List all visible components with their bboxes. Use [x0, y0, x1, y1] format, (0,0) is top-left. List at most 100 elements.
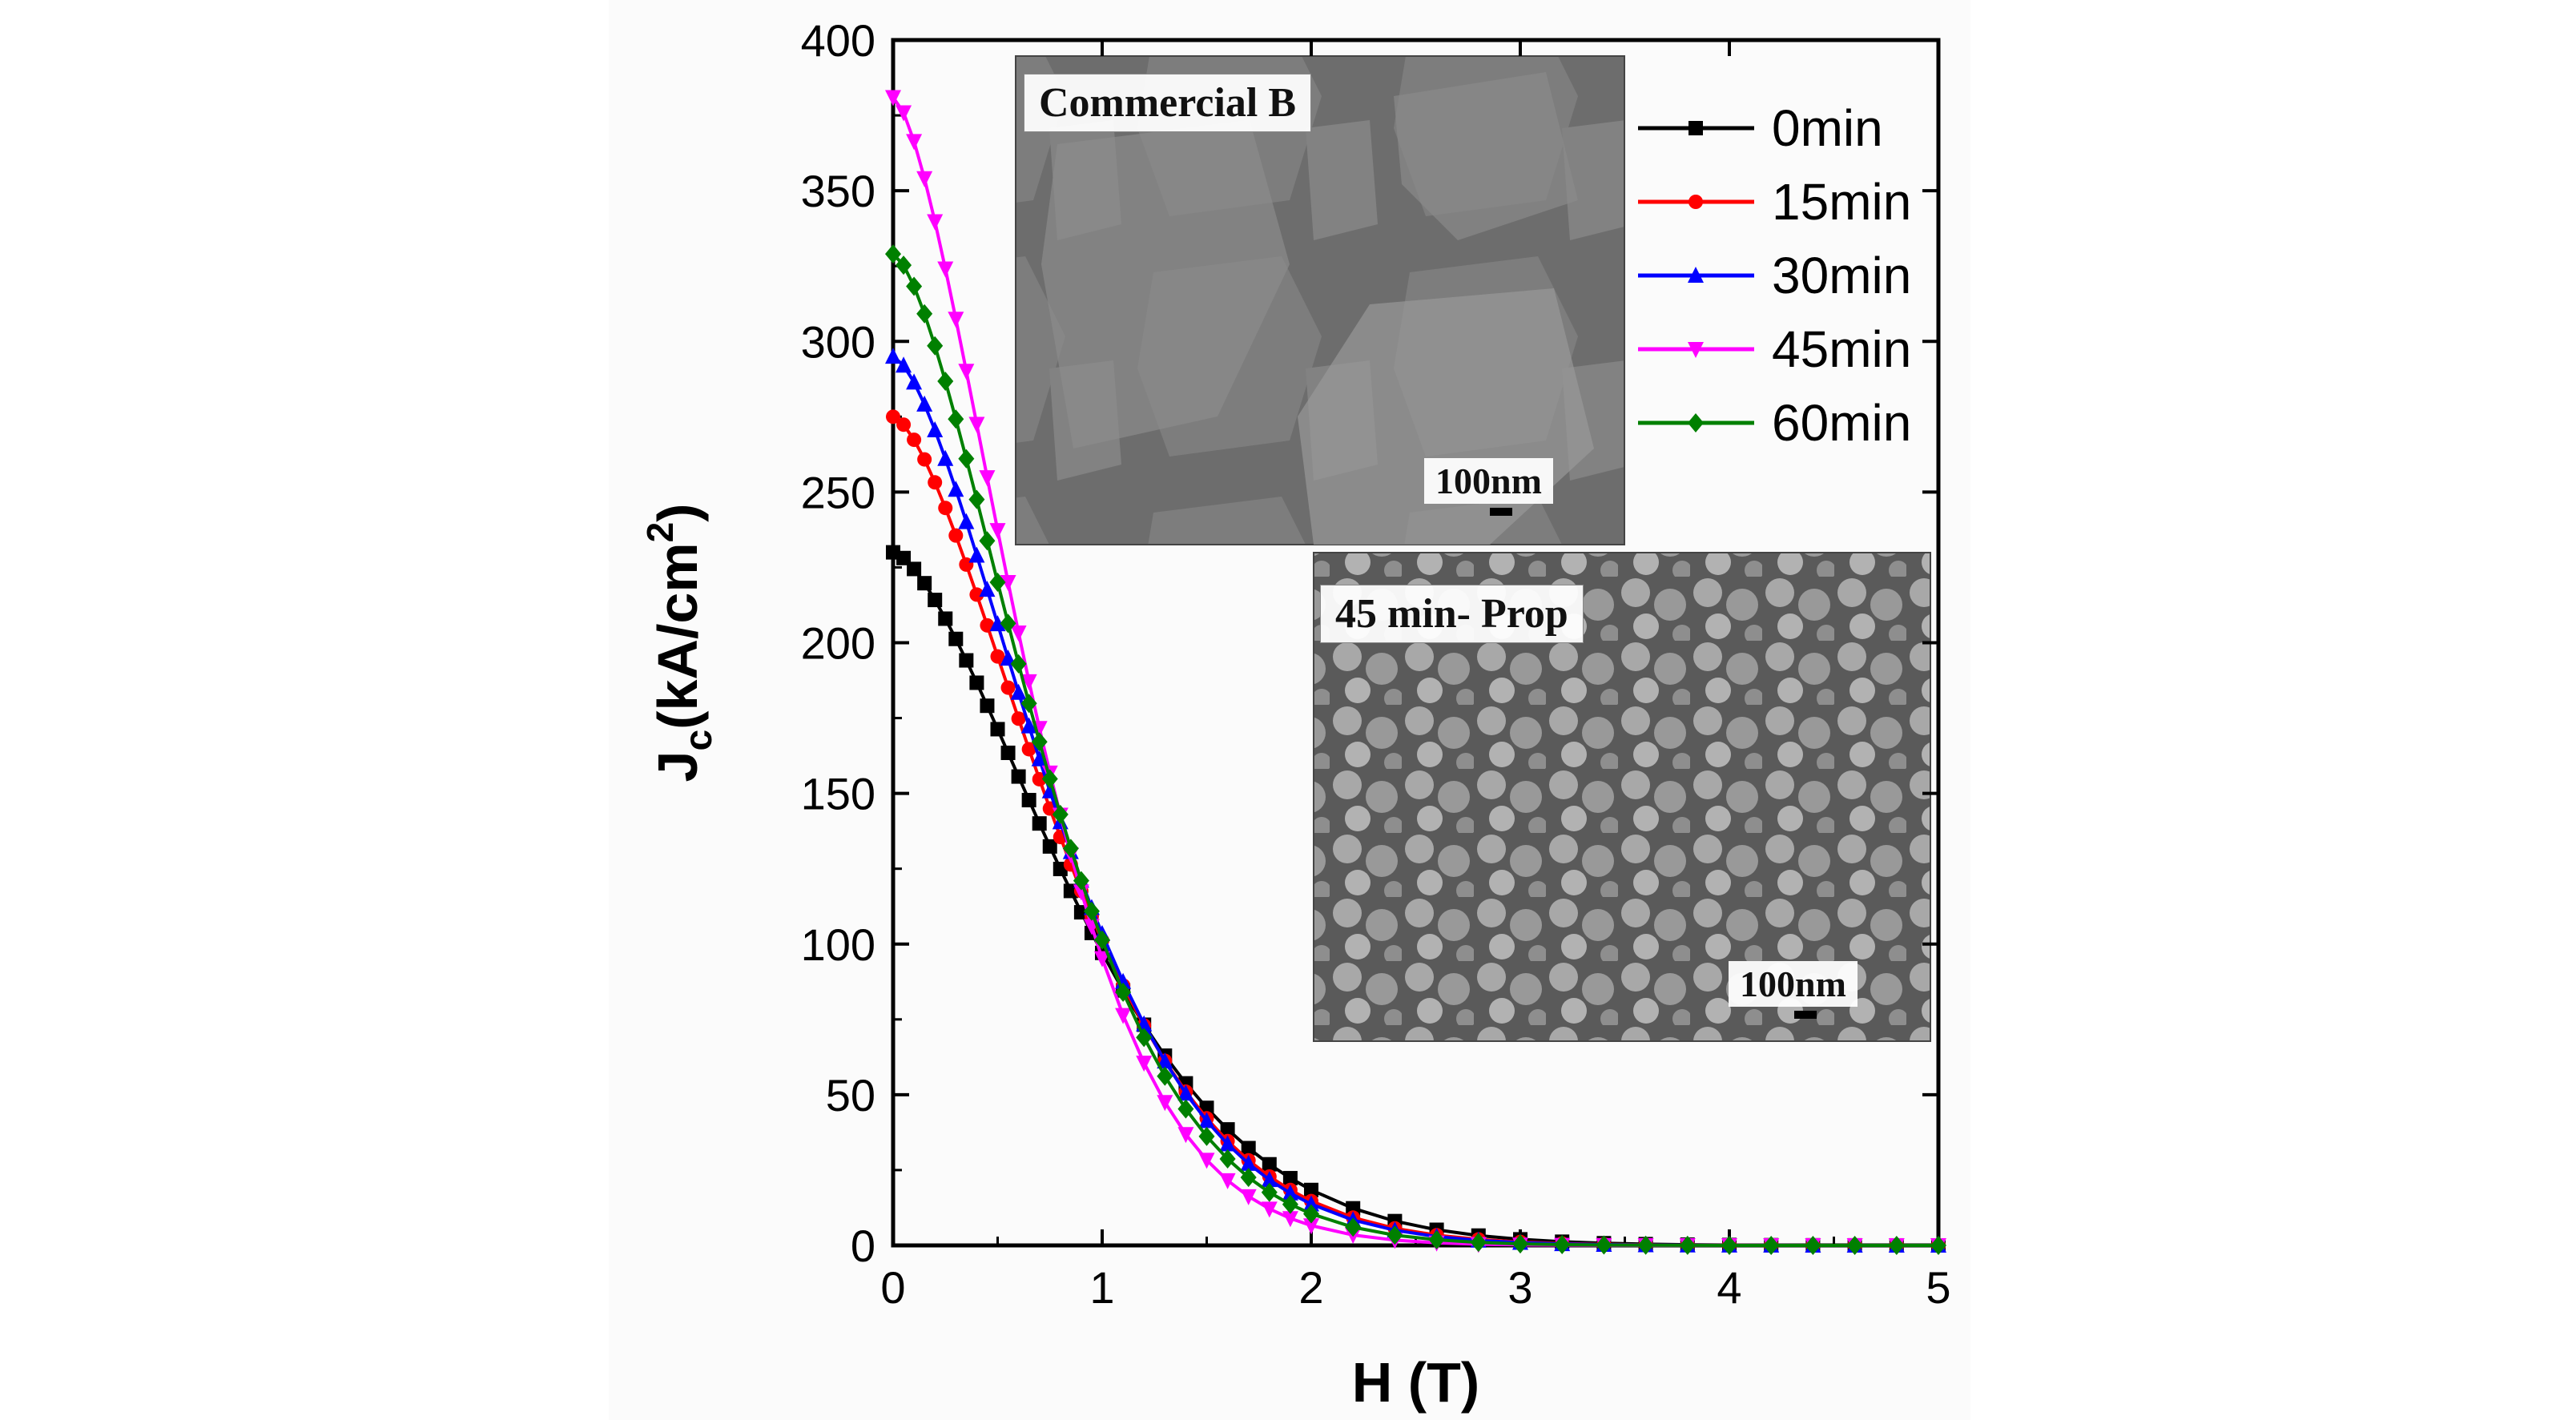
legend-marker — [1688, 195, 1703, 209]
data-point — [948, 481, 964, 497]
data-point — [1304, 1182, 1318, 1197]
data-point — [916, 395, 933, 412]
data-point — [1157, 1066, 1173, 1086]
data-point — [1303, 1218, 1319, 1235]
data-point — [1261, 1182, 1278, 1202]
data-point — [1000, 745, 1016, 760]
data-point — [1020, 717, 1037, 734]
data-point — [1136, 1056, 1153, 1072]
data-point — [1000, 574, 1016, 591]
data-point — [927, 214, 944, 231]
data-point — [938, 611, 953, 626]
data-point — [1073, 871, 1089, 891]
data-point — [1387, 1225, 1403, 1245]
data-point — [1846, 1235, 1863, 1255]
data-point — [885, 348, 901, 364]
data-point — [896, 356, 912, 373]
data-point — [1596, 1235, 1612, 1255]
x-tick-label: 4 — [1717, 1262, 1741, 1313]
figure-panel: 0 1 2 3 4 5 0 50 100 150 200 250 300 350 400 H (T) Jc(kA… — [609, 0, 1970, 1420]
y-tick-label: 350 — [801, 166, 875, 216]
data-point — [1282, 1211, 1298, 1228]
data-point — [1261, 1171, 1278, 1188]
data-point — [989, 615, 1006, 632]
data-point — [1721, 1235, 1737, 1255]
series-line-60min — [892, 252, 1939, 1247]
data-point — [938, 501, 953, 516]
data-point — [1282, 1184, 1298, 1201]
data-point — [1031, 750, 1048, 766]
x-tick-label: 2 — [1298, 1262, 1323, 1313]
scale-bar-top — [1490, 508, 1512, 516]
data-point — [979, 531, 996, 551]
data-point — [1261, 1201, 1278, 1218]
data-point — [937, 261, 954, 278]
data-point — [948, 312, 964, 328]
data-point — [1303, 1195, 1319, 1212]
legend-label: 15min — [1772, 173, 1911, 231]
legend-label: 60min — [1772, 394, 1911, 452]
data-point — [1032, 816, 1047, 831]
data-point — [907, 432, 922, 448]
data-point — [1011, 769, 1026, 784]
y-tick-label: 300 — [801, 316, 875, 367]
data-point — [1157, 1095, 1173, 1112]
data-point — [1219, 1149, 1236, 1169]
inset-scale-bottom: 100nm — [1729, 961, 1858, 1007]
data-point — [1282, 1171, 1298, 1186]
data-point — [1083, 901, 1100, 921]
data-point — [948, 528, 964, 543]
scale-bar-bottom — [1794, 1011, 1817, 1019]
data-point — [885, 90, 901, 107]
data-point — [1032, 771, 1047, 786]
data-point — [1554, 1235, 1571, 1255]
data-point — [1470, 1233, 1487, 1253]
data-point — [937, 449, 954, 466]
inset-label-45min-prop: 45 min- Prop — [1320, 585, 1584, 643]
data-point — [979, 581, 996, 597]
data-point — [1303, 1204, 1319, 1224]
data-point — [1763, 1235, 1780, 1255]
data-point — [968, 489, 985, 509]
data-point — [969, 675, 984, 690]
data-point — [927, 421, 944, 438]
data-point — [989, 572, 1006, 592]
series-60min — [885, 244, 1946, 1255]
data-point — [907, 561, 922, 577]
data-point — [1177, 1127, 1194, 1144]
data-point — [937, 371, 954, 391]
data-point — [1094, 951, 1110, 967]
y-tick-label: 150 — [801, 769, 875, 819]
data-point — [906, 134, 923, 151]
data-point — [1011, 711, 1026, 726]
y-axis-label: Jc(kA/cm2) — [639, 504, 720, 782]
data-point — [979, 470, 996, 487]
y-tick-label: 100 — [801, 919, 875, 970]
data-point — [1000, 680, 1016, 695]
inset-label-commercial-b: Commercial B — [1024, 74, 1312, 132]
data-point — [1000, 613, 1016, 634]
data-point — [1198, 1152, 1215, 1169]
data-point — [1198, 1112, 1215, 1128]
y-tick-label: 250 — [801, 467, 875, 517]
data-point — [968, 546, 985, 563]
data-point — [1241, 1140, 1256, 1156]
data-point — [917, 452, 932, 467]
y-tick-label: 400 — [801, 15, 875, 66]
data-point — [1041, 769, 1058, 789]
data-point — [1177, 1099, 1194, 1119]
sem-image-commercial-b — [1015, 55, 1625, 545]
x-tick-label: 5 — [1926, 1262, 1950, 1313]
legend-marker — [1688, 121, 1703, 135]
data-point — [948, 409, 964, 429]
legend-label: 45min — [1772, 320, 1911, 378]
data-point — [989, 523, 1006, 540]
data-point — [1031, 732, 1048, 752]
data-point — [885, 244, 901, 264]
data-point — [1157, 1052, 1173, 1069]
data-point — [1219, 1135, 1236, 1152]
data-point — [1000, 650, 1016, 666]
data-point — [1220, 1122, 1235, 1137]
data-point — [1428, 1230, 1445, 1250]
data-point — [990, 649, 1005, 664]
